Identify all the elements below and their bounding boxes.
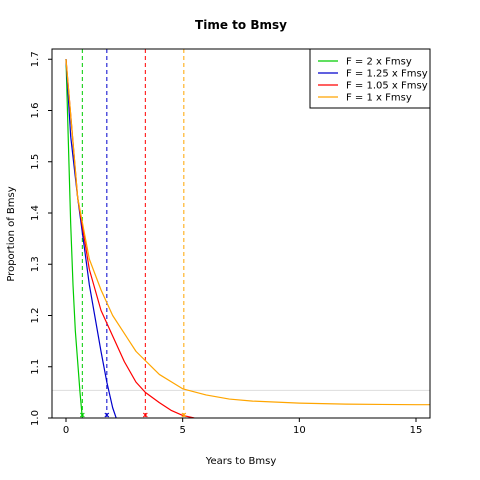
- series-2-year-marker: [142, 412, 148, 418]
- x-tick-label: 15: [410, 425, 423, 436]
- x-marker-layer: [79, 412, 187, 418]
- legend-label-0: F = 2 x Fmsy: [346, 57, 412, 68]
- x-axis-label: Years to Bmsy: [205, 456, 277, 467]
- x-axis: 0 5 10 15: [63, 418, 423, 436]
- y-tick-label: 1.6: [30, 103, 41, 119]
- series-layer: [65, 59, 430, 418]
- legend-box: [309, 48, 431, 109]
- legend-label-3: F = 1 x Fmsy: [346, 93, 412, 104]
- y-tick-label: 1.3: [30, 256, 41, 272]
- x-tick-label: 0: [63, 425, 69, 436]
- y-axis: 1.0 1.1 1.2 1.3 1.4 1.5 1.6 1.7: [30, 51, 52, 426]
- series-0-year-marker: [79, 412, 85, 418]
- y-tick-label: 1.1: [30, 359, 41, 375]
- x-tick-label: 5: [179, 425, 185, 436]
- series-line-2: [65, 59, 195, 418]
- plot-frame: [51, 48, 431, 419]
- y-tick-label: 1.7: [30, 51, 41, 67]
- series-1-year-marker: [104, 412, 110, 418]
- x-tick-label: 10: [293, 425, 306, 436]
- legend-label-1: F = 1.25 x Fmsy: [346, 69, 428, 80]
- y-axis-label: Proportion of Bmsy: [6, 186, 17, 281]
- series-line-3: [65, 59, 430, 406]
- legend-label-2: F = 1.05 x Fmsy: [346, 81, 428, 92]
- y-tick-label: 1.0: [30, 410, 41, 426]
- chart-title: Time to Bmsy: [195, 18, 287, 32]
- series-3-year-marker: [181, 412, 187, 418]
- series-line-1: [65, 59, 117, 418]
- y-tick-label: 1.4: [30, 205, 41, 221]
- y-tick-label: 1.2: [30, 308, 41, 324]
- series-line-0: [65, 59, 83, 418]
- y-tick-label: 1.5: [30, 154, 41, 170]
